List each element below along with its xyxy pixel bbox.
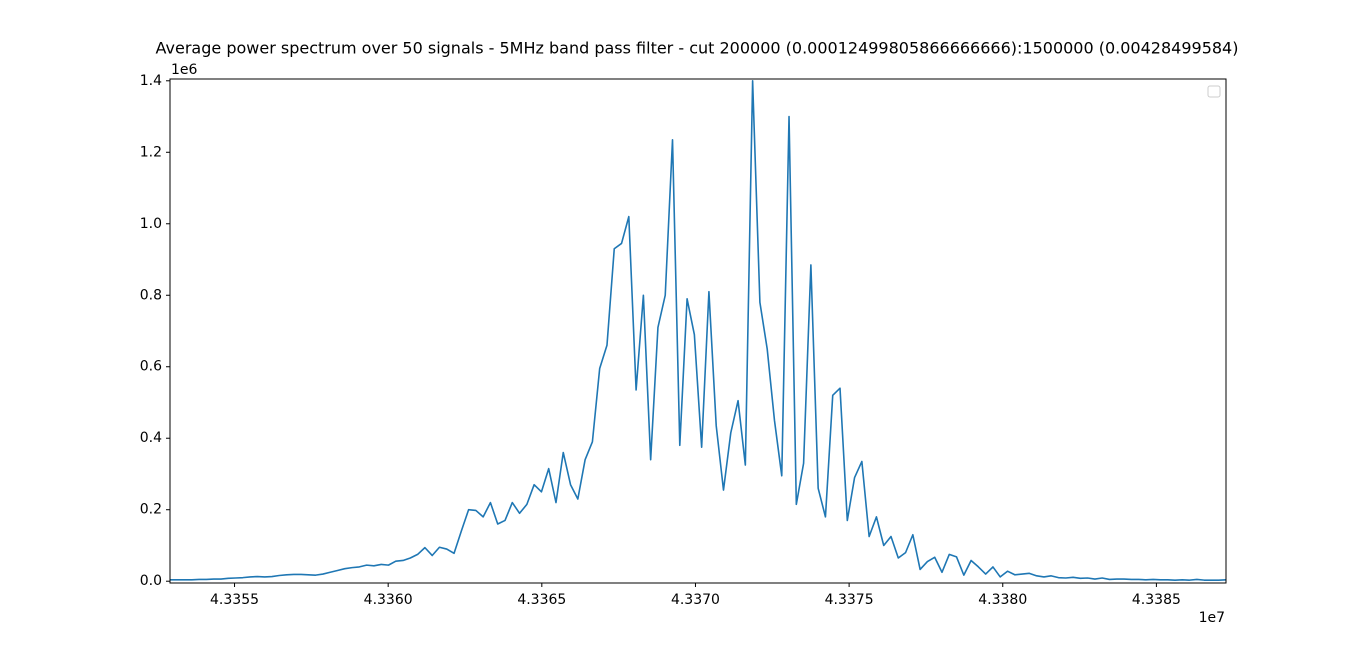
x-tick-label: 4.3360 (364, 592, 413, 608)
y-tick-label: 0.0 (140, 573, 162, 589)
y-tick-label: 0.8 (140, 287, 162, 303)
x-tick-label: 4.3355 (210, 592, 259, 608)
y-tick-label: 1.0 (140, 216, 162, 232)
y-tick-label: 0.4 (140, 430, 162, 446)
x-tick-label: 4.3375 (825, 592, 874, 608)
y-tick-label: 0.6 (140, 359, 162, 375)
x-tick-label: 4.3380 (978, 592, 1027, 608)
data-line (170, 79, 1227, 581)
x-tick-label: 4.3365 (517, 592, 566, 608)
chart-title: Average power spectrum over 50 signals -… (156, 39, 1239, 58)
y-tick-label: 1.2 (140, 144, 162, 160)
axes-frame (169, 78, 1227, 584)
x-tick-label: 4.3370 (671, 592, 720, 608)
x-tick-label: 4.3385 (1132, 592, 1181, 608)
x-offset-label: 1e7 (1199, 610, 1225, 626)
legend-box (1207, 85, 1221, 98)
y-offset-label: 1e6 (171, 62, 198, 78)
y-tick-label: 0.2 (140, 502, 162, 518)
y-tick-label: 1.4 (140, 73, 162, 89)
